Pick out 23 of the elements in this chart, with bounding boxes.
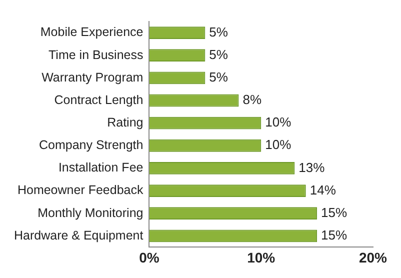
- data-label: 10%: [265, 137, 292, 152]
- y-tick-label: Time in Business: [48, 48, 144, 62]
- y-tick-label: Monthly Monitoring: [38, 206, 144, 220]
- data-label: 8%: [242, 92, 262, 108]
- x-tick-label: 0%: [139, 249, 160, 266]
- data-label: 5%: [209, 70, 228, 85]
- y-tick-label: Contract Length: [54, 92, 144, 107]
- x-tick-label: 10%: [247, 249, 276, 266]
- data-label: 14%: [310, 182, 336, 198]
- y-tick-label: Mobile Experience: [40, 25, 144, 40]
- y-tick-label: Company Strength: [38, 138, 144, 152]
- data-label: 10%: [265, 114, 292, 130]
- data-label: 5%: [209, 46, 228, 62]
- data-label: 15%: [321, 227, 348, 242]
- y-tick-label: Homeowner Feedback: [17, 183, 144, 198]
- data-label: 15%: [321, 204, 348, 220]
- y-tick-label: Warranty Program: [42, 70, 144, 84]
- x-tick-label: 20%: [358, 249, 388, 266]
- data-label: 5%: [209, 24, 228, 40]
- data-label: 13%: [298, 160, 326, 175]
- y-tick-label: Installation Fee: [58, 160, 144, 175]
- y-tick-label: Hardware & Equipment: [14, 228, 144, 242]
- y-tick-label: Rating: [107, 116, 144, 130]
